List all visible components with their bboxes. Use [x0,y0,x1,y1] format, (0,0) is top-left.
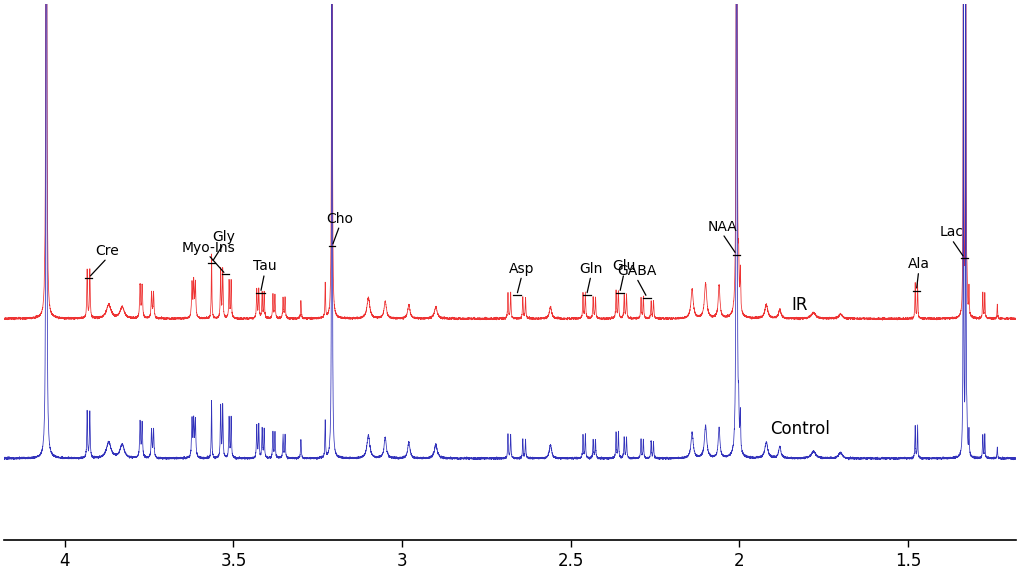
Text: Ala: Ala [907,257,928,271]
Text: Gln: Gln [579,262,602,276]
Text: Tau: Tau [253,259,276,273]
Text: Glu: Glu [611,259,635,273]
Text: Myo-Ins: Myo-Ins [181,241,234,255]
Text: IR: IR [791,296,807,314]
Text: Lac: Lac [938,226,963,239]
Text: Cre: Cre [95,244,119,258]
Text: Control: Control [769,420,829,437]
Text: Asp: Asp [508,262,534,276]
Text: GABA: GABA [616,264,655,278]
Text: Gly: Gly [212,230,234,244]
Text: NAA: NAA [707,220,737,234]
Text: Cho: Cho [326,211,353,226]
